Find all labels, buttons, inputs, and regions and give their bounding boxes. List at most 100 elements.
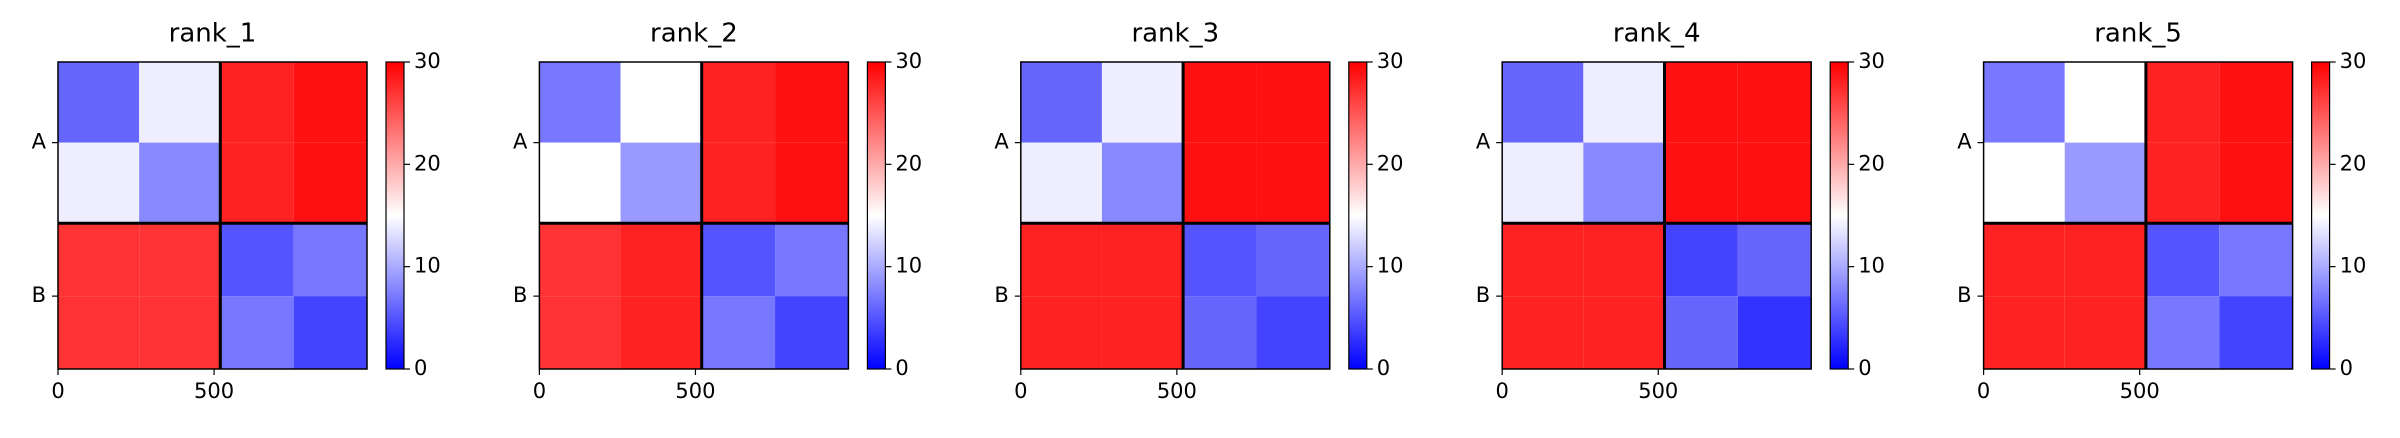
colorbar-tick-label: 30 bbox=[2340, 49, 2367, 73]
heatmap-cell bbox=[775, 296, 849, 369]
heatmap-cell bbox=[2064, 296, 2146, 369]
heatmap-cell bbox=[1502, 296, 1584, 369]
heatmap-cell bbox=[293, 62, 367, 143]
heatmap-cell bbox=[139, 62, 221, 143]
colorbar-tick-label: 30 bbox=[1858, 49, 1885, 73]
heatmap-cell bbox=[58, 142, 140, 224]
heatmap-cell bbox=[1020, 223, 1102, 297]
colorbar bbox=[385, 61, 405, 370]
heatmap-cell bbox=[2064, 62, 2146, 143]
heatmap-cell bbox=[1101, 142, 1184, 224]
heatmap-cell bbox=[620, 223, 702, 297]
colorbar-tick-label: 0 bbox=[895, 356, 908, 380]
heatmap-cell bbox=[1583, 296, 1665, 369]
chart-title: rank_4 bbox=[1613, 19, 1701, 49]
colorbar-tick-label: 10 bbox=[1377, 254, 1404, 278]
colorbar-tick-label: 10 bbox=[2340, 254, 2367, 278]
colorbar-tick-label: 0 bbox=[414, 356, 427, 380]
heatmap-cell bbox=[1256, 142, 1330, 224]
heatmap-cell bbox=[293, 296, 367, 369]
y-tick-label: A bbox=[1957, 130, 1972, 154]
heatmap-cell bbox=[2219, 142, 2293, 224]
heatmap-cell bbox=[2064, 142, 2146, 224]
heatmap-cell bbox=[1020, 296, 1102, 369]
heatmap-cell bbox=[1020, 62, 1102, 143]
heatmap-cell bbox=[620, 62, 702, 143]
heatmap-cell bbox=[701, 142, 776, 224]
heatmap-cell bbox=[1983, 62, 2065, 143]
heatmap-cell bbox=[1256, 296, 1330, 369]
heatmap-cell bbox=[139, 296, 221, 369]
y-tick-label: A bbox=[32, 130, 47, 154]
heatmap-cell bbox=[2219, 62, 2293, 143]
heatmap-cell bbox=[1502, 223, 1584, 297]
y-tick-label: A bbox=[513, 130, 528, 154]
heatmap-cell bbox=[539, 223, 621, 297]
plot-frame bbox=[57, 61, 368, 370]
x-tick-label: 500 bbox=[2120, 379, 2160, 403]
colorbar-tick-label: 20 bbox=[895, 151, 922, 175]
heatmap-cell bbox=[1502, 62, 1584, 143]
plot-frame bbox=[1982, 61, 2294, 370]
colorbar-tick-label: 0 bbox=[2340, 356, 2353, 380]
y-tick-label: B bbox=[994, 283, 1008, 307]
heatmap-cell bbox=[58, 62, 140, 143]
x-tick-label: 500 bbox=[675, 379, 715, 403]
heatmap-cell bbox=[1183, 142, 1257, 224]
heatmap-cell bbox=[1256, 223, 1330, 297]
heatmap-cell bbox=[775, 62, 849, 143]
plot-frame bbox=[538, 61, 850, 370]
heatmap-cell bbox=[1737, 142, 1812, 224]
heatmap-cell bbox=[139, 223, 221, 297]
heatmap-cell bbox=[775, 223, 849, 297]
heatmap-cell bbox=[220, 296, 294, 369]
heatmap-cell bbox=[1664, 62, 1738, 143]
x-tick-label: 500 bbox=[194, 379, 234, 403]
heatmap-cell bbox=[58, 296, 140, 369]
plot-frame bbox=[1020, 61, 1331, 370]
heatmap-cell bbox=[1983, 223, 2065, 297]
heatmap-cell bbox=[701, 62, 776, 143]
heatmap-cell bbox=[1101, 223, 1184, 297]
heatmap-cell bbox=[1983, 142, 2065, 224]
heatmap-cell bbox=[1583, 223, 1665, 297]
heatmap-cell bbox=[1502, 142, 1584, 224]
heatmap-cell bbox=[1737, 62, 1812, 143]
y-tick-label: B bbox=[1957, 283, 1971, 307]
heatmap-cell bbox=[2145, 142, 2220, 224]
colorbar bbox=[866, 61, 887, 370]
colorbar bbox=[2311, 61, 2331, 370]
y-tick-label: A bbox=[1476, 130, 1491, 154]
heatmap-cell bbox=[2145, 223, 2220, 297]
colorbar-tick-label: 30 bbox=[414, 49, 441, 73]
heatmap-cell bbox=[220, 62, 294, 143]
heatmap-cell bbox=[620, 142, 702, 224]
heatmap-cell bbox=[1183, 223, 1257, 297]
heatmap-cell bbox=[1983, 296, 2065, 369]
x-tick-label: 500 bbox=[1157, 379, 1197, 403]
y-tick-label: B bbox=[1476, 283, 1490, 307]
heatmap-cell bbox=[220, 223, 294, 297]
heatmap-cell bbox=[539, 62, 621, 143]
heatmap-cell bbox=[1020, 142, 1102, 224]
heatmap-cell bbox=[1101, 62, 1184, 143]
chart-title: rank_1 bbox=[169, 19, 257, 49]
heatmap-cell bbox=[293, 142, 367, 224]
colorbar-tick-label: 20 bbox=[1377, 151, 1404, 175]
heatmap-cell bbox=[2064, 223, 2146, 297]
colorbar-tick-label: 30 bbox=[895, 49, 922, 73]
heatmap-cell bbox=[701, 296, 776, 369]
chart-title: rank_3 bbox=[1131, 19, 1219, 49]
colorbar bbox=[1348, 61, 1368, 370]
heatmap-cell bbox=[620, 296, 702, 369]
colorbar-tick-label: 0 bbox=[1858, 356, 1871, 380]
colorbar bbox=[1829, 61, 1849, 370]
colorbar-tick-label: 10 bbox=[1858, 254, 1885, 278]
colorbar-tick-label: 20 bbox=[2340, 151, 2367, 175]
chart-title: rank_5 bbox=[2094, 19, 2182, 49]
heatmap-cell bbox=[1664, 296, 1738, 369]
colorbar-tick-label: 30 bbox=[1377, 49, 1404, 73]
heatmap-cell bbox=[139, 142, 221, 224]
x-tick-label: 500 bbox=[1638, 379, 1678, 403]
